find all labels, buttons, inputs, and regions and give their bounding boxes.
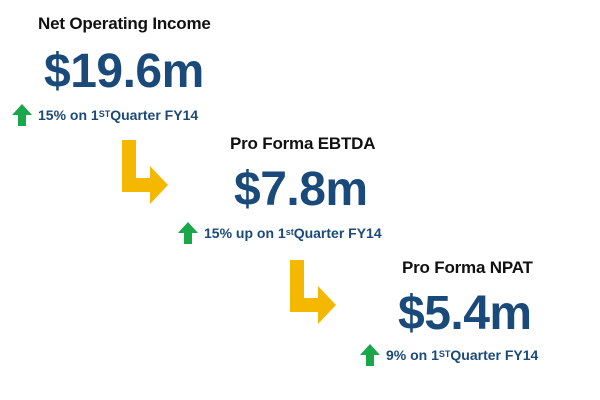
change-text-pre: 15% up on 1: [204, 225, 286, 241]
metric-change-net-operating-income: 15% on 1 ST Quarter FY14: [12, 104, 198, 126]
metric-label-pro-forma-npat: Pro Forma NPAT: [402, 258, 533, 277]
change-text-post: Quarter FY14: [293, 225, 382, 241]
yellow-bend-arrow-icon: [122, 140, 168, 204]
metric-label-pro-forma-ebtda: Pro Forma EBTDA: [230, 134, 376, 153]
green-up-arrow-icon: [360, 344, 380, 366]
metric-change-pro-forma-npat: 9% on 1 ST Quarter FY14: [360, 344, 538, 366]
change-text-post: Quarter FY14: [450, 347, 539, 363]
yellow-bend-arrow-icon: [290, 260, 336, 324]
metric-value-net-operating-income: $19.6m: [44, 45, 204, 98]
metric-value-pro-forma-ebtda: $7.8m: [234, 163, 368, 216]
green-up-arrow-icon: [178, 222, 198, 244]
metric-label-net-operating-income: Net Operating Income: [38, 14, 211, 33]
green-up-arrow-icon: [12, 104, 32, 126]
change-text-pre: 9% on 1: [386, 347, 439, 363]
metric-value-pro-forma-npat: $5.4m: [398, 287, 532, 340]
change-text-post: Quarter FY14: [110, 107, 199, 123]
change-text-pre: 15% on 1: [38, 107, 99, 123]
